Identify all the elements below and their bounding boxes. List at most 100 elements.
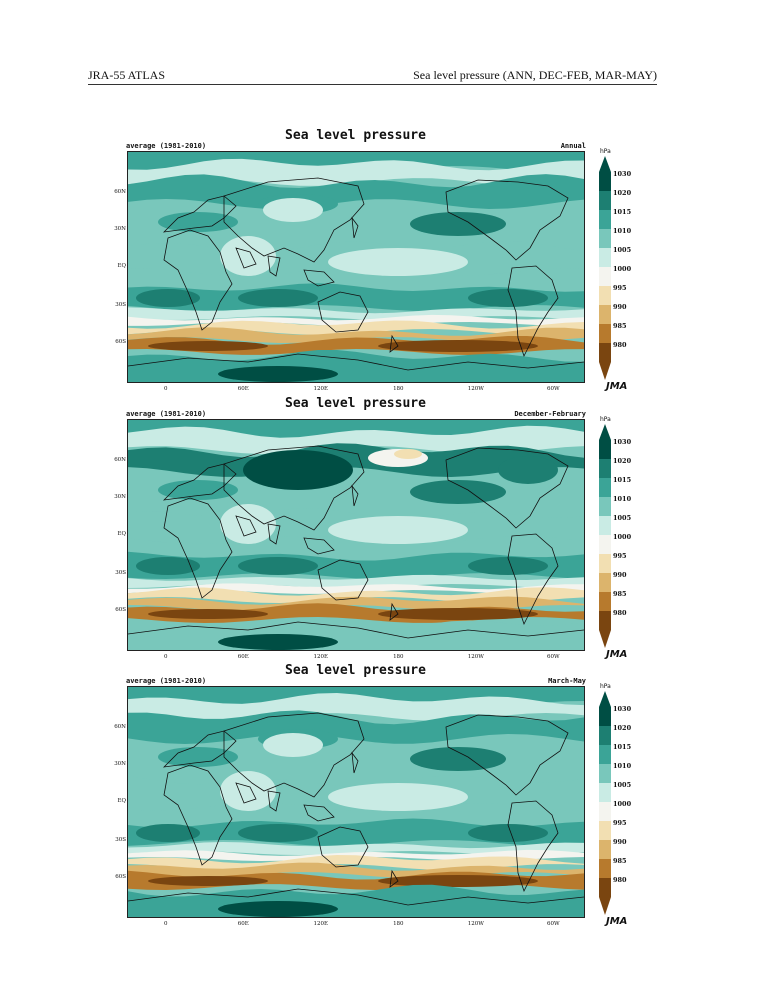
colorbar-top-arrow — [599, 691, 611, 707]
colorbar-swatch — [599, 611, 611, 630]
legend-level: 1020 — [613, 189, 632, 197]
coastline — [317, 291, 369, 333]
pressure-legend: hPa 1030 1020 1015 1010 1005 1000 995 990 985 980 — [598, 683, 648, 915]
season-label: Annual — [560, 142, 586, 150]
legend-level: 1000 — [613, 533, 632, 541]
aleutian-low-core — [394, 449, 422, 459]
colorbar-swatch — [599, 440, 611, 459]
coastline — [223, 445, 365, 531]
south-asia-low — [220, 771, 276, 811]
colorbar-swatch — [599, 745, 611, 764]
latitude-label: 60S — [115, 606, 126, 613]
indian-high — [238, 824, 318, 842]
colorbar-swatch — [599, 764, 611, 783]
longitude-label: 0 — [164, 386, 168, 392]
coastline — [163, 764, 233, 866]
legend-level: 1005 — [613, 246, 632, 254]
panel-title: Sea level pressure — [285, 128, 426, 143]
colorbar-swatch — [599, 210, 611, 229]
pressure-band — [128, 551, 584, 579]
southern-low-core — [378, 608, 538, 620]
north-american-high — [498, 456, 558, 484]
legend-level: 980 — [613, 876, 627, 884]
latitude-label: 30S — [115, 837, 126, 844]
colorbar-swatch — [599, 516, 611, 535]
antarctic-high — [218, 366, 338, 382]
legend-level: 985 — [613, 322, 627, 330]
latitude-label: 60S — [115, 873, 126, 880]
coastline — [235, 515, 281, 545]
legend-level: 990 — [613, 303, 627, 311]
colorbar-top-arrow — [599, 424, 611, 440]
pressure-band — [128, 307, 584, 320]
colorbar-swatch — [599, 707, 611, 726]
colorbar-swatch — [599, 802, 611, 821]
colorbar-swatch — [599, 821, 611, 840]
legend-unit: hPa — [600, 416, 611, 423]
longitude-label: 60E — [237, 654, 249, 660]
legend-unit: hPa — [600, 683, 611, 690]
colorbar-swatch — [599, 497, 611, 516]
pressure-band — [128, 574, 584, 588]
southern-low-core — [378, 875, 538, 887]
pressure-legend: hPa 1030 1020 1015 1010 1005 1000 995 990 985 980 — [598, 148, 648, 380]
longitude-label: 120E — [313, 386, 329, 392]
legend-level: 985 — [613, 590, 627, 598]
azores-high — [158, 480, 238, 500]
panel-title: Sea level pressure — [285, 663, 426, 678]
azores-high — [158, 747, 238, 767]
pressure-band — [128, 158, 584, 186]
asian-thermal-low — [263, 198, 323, 222]
southern-low-core — [378, 340, 538, 352]
coastline — [223, 712, 365, 798]
jma-logo: JMA — [606, 649, 628, 660]
legend-level: 990 — [613, 571, 627, 579]
legend-level: 1030 — [613, 705, 632, 713]
longitude-label: 180 — [393, 654, 404, 660]
colorbar-top-arrow — [599, 156, 611, 172]
longitude-label: 60W — [547, 921, 560, 927]
longitude-label: 0 — [164, 654, 168, 660]
tropical-low — [328, 516, 468, 544]
latitude-label: 30S — [115, 302, 126, 309]
longitude-label: 60E — [237, 921, 249, 927]
legend-level: 990 — [613, 838, 627, 846]
legend-level: 1010 — [613, 227, 632, 235]
season-label: March-May — [548, 677, 586, 685]
colorbar-swatch — [599, 573, 611, 592]
pressure-legend: hPa 1030 1020 1015 1010 1005 1000 995 990 985 980 — [598, 416, 648, 648]
legend-level: 1020 — [613, 724, 632, 732]
coastline — [303, 804, 335, 822]
colorbar-swatch — [599, 726, 611, 745]
latitude-label: EQ — [117, 798, 126, 804]
indian-high — [238, 289, 318, 307]
colorbar — [599, 424, 611, 648]
legend-level: 1015 — [613, 208, 632, 216]
coastline — [223, 177, 365, 263]
legend-level: 1030 — [613, 438, 632, 446]
averaging-period: average (1981-2010) — [126, 142, 207, 150]
pressure-map-svg — [128, 687, 584, 917]
coastline — [317, 826, 369, 868]
colorbar-swatch — [599, 324, 611, 343]
pressure-band — [128, 314, 584, 326]
coastline — [351, 484, 399, 621]
colorbar-swatch — [599, 859, 611, 878]
south-asia-low — [220, 236, 276, 276]
legend-level: 1020 — [613, 457, 632, 465]
legend-level: 1015 — [613, 476, 632, 484]
pressure-band — [128, 818, 584, 846]
south-atlantic-high — [136, 289, 200, 307]
longitude-label: 120W — [467, 654, 484, 660]
latitude-label: 30S — [115, 570, 126, 577]
indian-high — [238, 557, 318, 575]
azores-high — [158, 212, 238, 232]
map-panel-mar-may: Sea level pressure average (1981-2010) M… — [114, 663, 648, 927]
colorbar — [599, 691, 611, 915]
colorbar-swatch — [599, 535, 611, 554]
longitude-label: 60W — [547, 386, 560, 392]
jma-logo: JMA — [606, 916, 628, 927]
longitude-label: 120W — [467, 921, 484, 927]
latitude-label: EQ — [117, 531, 126, 537]
map-panel-annual: Sea level pressure average (1981-2010) A… — [114, 128, 648, 392]
